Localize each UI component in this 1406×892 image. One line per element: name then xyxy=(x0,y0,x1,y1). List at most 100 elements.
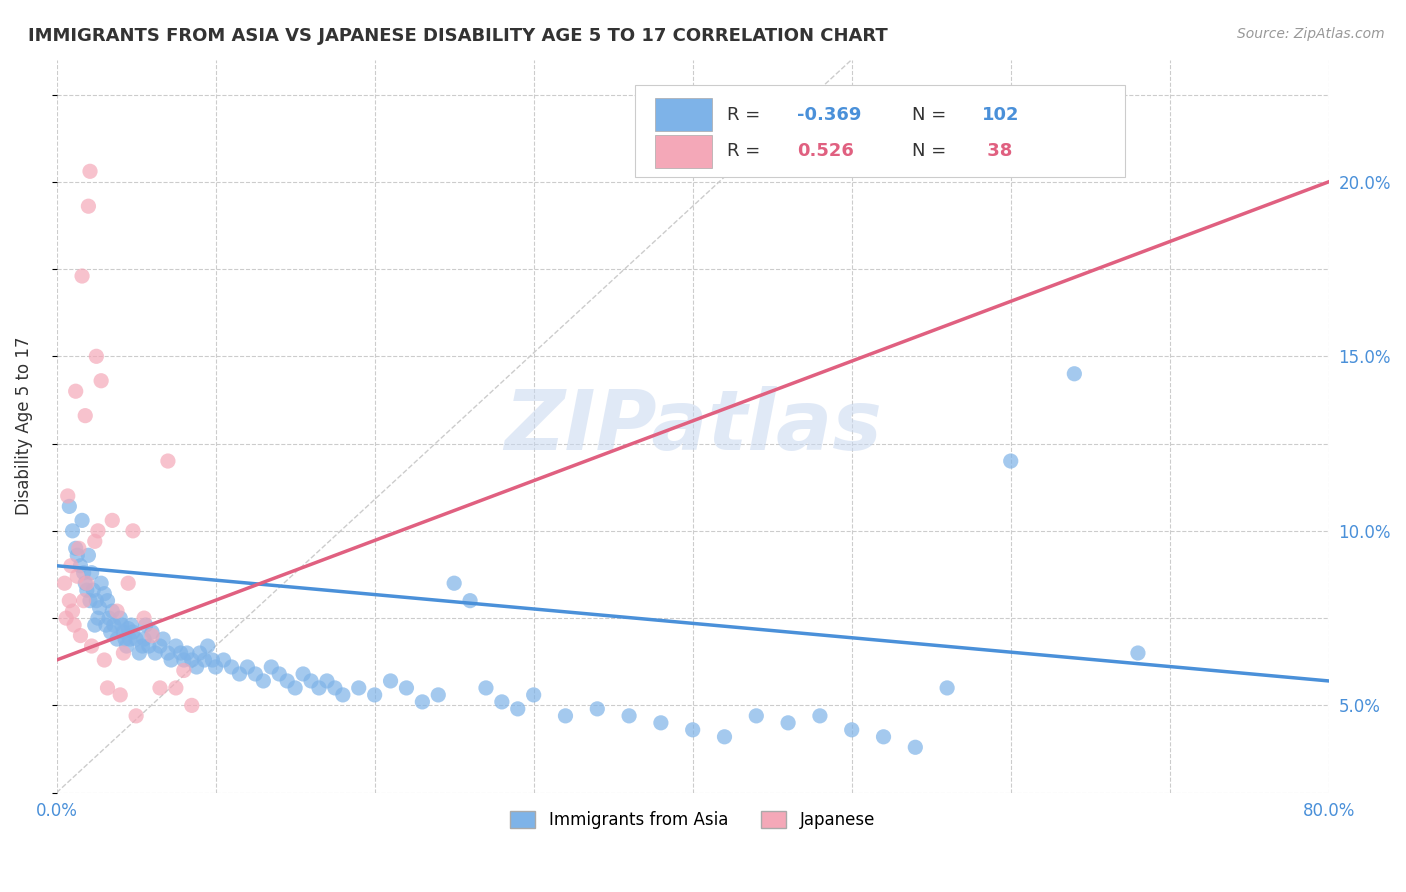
Point xyxy=(131,639,153,653)
Point xyxy=(101,513,124,527)
Point xyxy=(63,618,86,632)
Point xyxy=(72,566,94,580)
Point xyxy=(70,513,93,527)
Point xyxy=(101,604,124,618)
Point xyxy=(260,660,283,674)
Point xyxy=(135,618,157,632)
Point xyxy=(245,667,267,681)
Point xyxy=(86,349,108,363)
Point xyxy=(77,199,100,213)
Point xyxy=(1063,367,1085,381)
Point xyxy=(186,660,208,674)
Point xyxy=(204,660,226,674)
Point xyxy=(98,611,121,625)
Point xyxy=(110,688,132,702)
Point xyxy=(112,646,135,660)
Point xyxy=(276,673,298,688)
Text: ZIPatlas: ZIPatlas xyxy=(503,385,882,467)
Point xyxy=(316,673,339,688)
Point xyxy=(443,576,465,591)
Point xyxy=(83,618,105,632)
Point xyxy=(188,646,211,660)
Point xyxy=(82,583,104,598)
Point xyxy=(56,489,79,503)
Point xyxy=(160,653,183,667)
Point xyxy=(122,524,145,538)
Point xyxy=(58,593,80,607)
Point xyxy=(58,500,80,514)
Point xyxy=(105,632,128,646)
Point xyxy=(77,549,100,563)
Point xyxy=(62,524,84,538)
Point xyxy=(650,715,672,730)
Point xyxy=(93,587,115,601)
Point xyxy=(87,524,110,538)
Text: Source: ZipAtlas.com: Source: ZipAtlas.com xyxy=(1237,27,1385,41)
Point xyxy=(83,534,105,549)
Point xyxy=(299,673,322,688)
Point xyxy=(59,558,82,573)
Point xyxy=(506,702,529,716)
Point xyxy=(80,639,103,653)
Point xyxy=(143,646,166,660)
Point xyxy=(120,618,142,632)
Point xyxy=(841,723,863,737)
Point xyxy=(72,593,94,607)
Point xyxy=(682,723,704,737)
Point xyxy=(458,593,481,607)
Point xyxy=(475,681,498,695)
Point xyxy=(252,673,274,688)
Point xyxy=(1000,454,1022,468)
Point xyxy=(118,632,141,646)
FancyBboxPatch shape xyxy=(655,135,711,168)
Point xyxy=(76,576,98,591)
Point xyxy=(149,681,172,695)
Point xyxy=(69,558,91,573)
Point xyxy=(115,639,138,653)
Text: 38: 38 xyxy=(981,142,1012,161)
Point xyxy=(284,681,307,695)
Point xyxy=(69,629,91,643)
Point xyxy=(132,611,155,625)
Text: IMMIGRANTS FROM ASIA VS JAPANESE DISABILITY AGE 5 TO 17 CORRELATION CHART: IMMIGRANTS FROM ASIA VS JAPANESE DISABIL… xyxy=(28,27,887,45)
Point xyxy=(96,593,118,607)
Point xyxy=(125,709,148,723)
Point xyxy=(180,653,202,667)
FancyBboxPatch shape xyxy=(636,86,1125,177)
Point xyxy=(778,715,800,730)
Point xyxy=(76,583,98,598)
Point xyxy=(176,646,198,660)
Point xyxy=(156,646,179,660)
Point xyxy=(128,646,150,660)
Point xyxy=(904,740,927,755)
Point xyxy=(165,639,187,653)
Point xyxy=(363,688,385,702)
Point xyxy=(89,600,111,615)
Point xyxy=(112,625,135,640)
Point xyxy=(308,681,330,695)
Point xyxy=(125,632,148,646)
Point xyxy=(105,604,128,618)
Point xyxy=(212,653,235,667)
Point xyxy=(332,688,354,702)
Point xyxy=(152,632,174,646)
Point xyxy=(117,576,139,591)
Point xyxy=(141,629,163,643)
Point xyxy=(87,611,110,625)
Point xyxy=(586,702,609,716)
Point xyxy=(66,549,89,563)
Point xyxy=(936,681,959,695)
Point xyxy=(347,681,370,695)
Point xyxy=(169,646,191,660)
Point xyxy=(173,653,195,667)
Text: R =: R = xyxy=(727,105,766,124)
Point xyxy=(65,384,87,399)
Text: N =: N = xyxy=(911,105,946,124)
Point xyxy=(236,660,259,674)
Point xyxy=(55,611,77,625)
Point xyxy=(745,709,768,723)
Text: 102: 102 xyxy=(981,105,1019,124)
Point xyxy=(808,709,831,723)
Point xyxy=(79,164,101,178)
Point xyxy=(100,625,122,640)
